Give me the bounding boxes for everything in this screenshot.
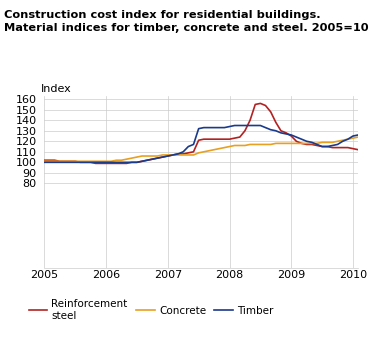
Concrete [68, 159, 72, 163]
Concrete [351, 136, 355, 140]
Legend: Reinforcement
steel, Concrete, Timber: Reinforcement steel, Concrete, Timber [24, 295, 278, 325]
Text: Construction cost index for residential buildings.
Material indices for timber, : Construction cost index for residential … [4, 10, 369, 33]
Reinforcement
steel [201, 137, 206, 141]
Concrete [104, 159, 108, 163]
Concrete [42, 159, 46, 163]
Timber [196, 127, 201, 131]
Timber [104, 160, 108, 164]
Timber [238, 123, 242, 128]
Reinforcement
steel [325, 144, 330, 149]
Reinforcement
steel [109, 161, 113, 165]
Timber [356, 133, 361, 137]
Line: Concrete: Concrete [44, 137, 358, 161]
Timber [68, 160, 72, 164]
Line: Timber: Timber [44, 126, 358, 162]
Text: Index: Index [41, 84, 72, 94]
Reinforcement
steel [356, 147, 361, 152]
Concrete [232, 143, 237, 147]
Reinforcement
steel [93, 161, 98, 165]
Reinforcement
steel [258, 101, 263, 105]
Concrete [315, 141, 319, 145]
Reinforcement
steel [42, 158, 46, 162]
Reinforcement
steel [238, 135, 242, 139]
Concrete [356, 135, 361, 139]
Reinforcement
steel [68, 159, 72, 163]
Concrete [124, 157, 129, 161]
Timber [42, 160, 46, 164]
Reinforcement
steel [130, 160, 134, 164]
Timber [124, 160, 129, 164]
Timber [320, 144, 324, 149]
Timber [232, 123, 237, 128]
Line: Reinforcement
steel: Reinforcement steel [44, 103, 358, 163]
